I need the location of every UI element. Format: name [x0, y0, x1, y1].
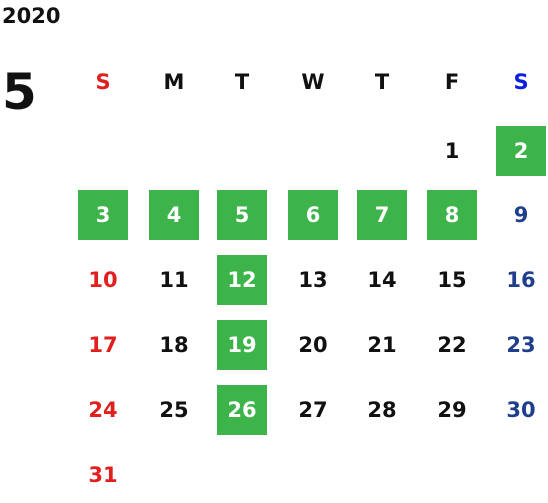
highlighted-day: 8 — [427, 190, 477, 240]
day: 29 — [437, 398, 467, 422]
weekday-header: W — [301, 70, 325, 94]
highlighted-day: 5 — [217, 190, 267, 240]
day: 20 — [298, 333, 328, 357]
highlighted-day: 12 — [217, 255, 267, 305]
highlighted-day: 2 — [496, 126, 546, 176]
day: 1 — [444, 139, 460, 163]
highlighted-day: 26 — [217, 385, 267, 435]
weekday-header: S — [513, 70, 529, 94]
month: 5 — [2, 63, 37, 121]
day: 17 — [88, 333, 118, 357]
weekday-header: T — [234, 70, 250, 94]
day: 28 — [367, 398, 397, 422]
day: 10 — [88, 268, 118, 292]
weekday-header: T — [374, 70, 390, 94]
day: 15 — [437, 268, 467, 292]
highlighted-day: 6 — [288, 190, 338, 240]
day: 30 — [506, 398, 536, 422]
day: 27 — [298, 398, 328, 422]
day: 31 — [88, 463, 118, 487]
highlighted-day: 7 — [357, 190, 407, 240]
day: 25 — [159, 398, 189, 422]
weekday-header: S — [95, 70, 111, 94]
day: 9 — [513, 203, 529, 227]
year: 2020 — [2, 4, 61, 28]
day: 21 — [367, 333, 397, 357]
day: 11 — [159, 268, 189, 292]
highlighted-day: 19 — [217, 320, 267, 370]
day: 13 — [298, 268, 328, 292]
day: 16 — [506, 268, 536, 292]
day: 23 — [506, 333, 536, 357]
weekday-header: F — [444, 70, 460, 94]
highlighted-day: 4 — [149, 190, 199, 240]
day: 18 — [159, 333, 189, 357]
day: 24 — [88, 398, 118, 422]
day: 14 — [367, 268, 397, 292]
highlighted-day: 3 — [78, 190, 128, 240]
weekday-header: M — [163, 70, 185, 94]
day: 22 — [437, 333, 467, 357]
